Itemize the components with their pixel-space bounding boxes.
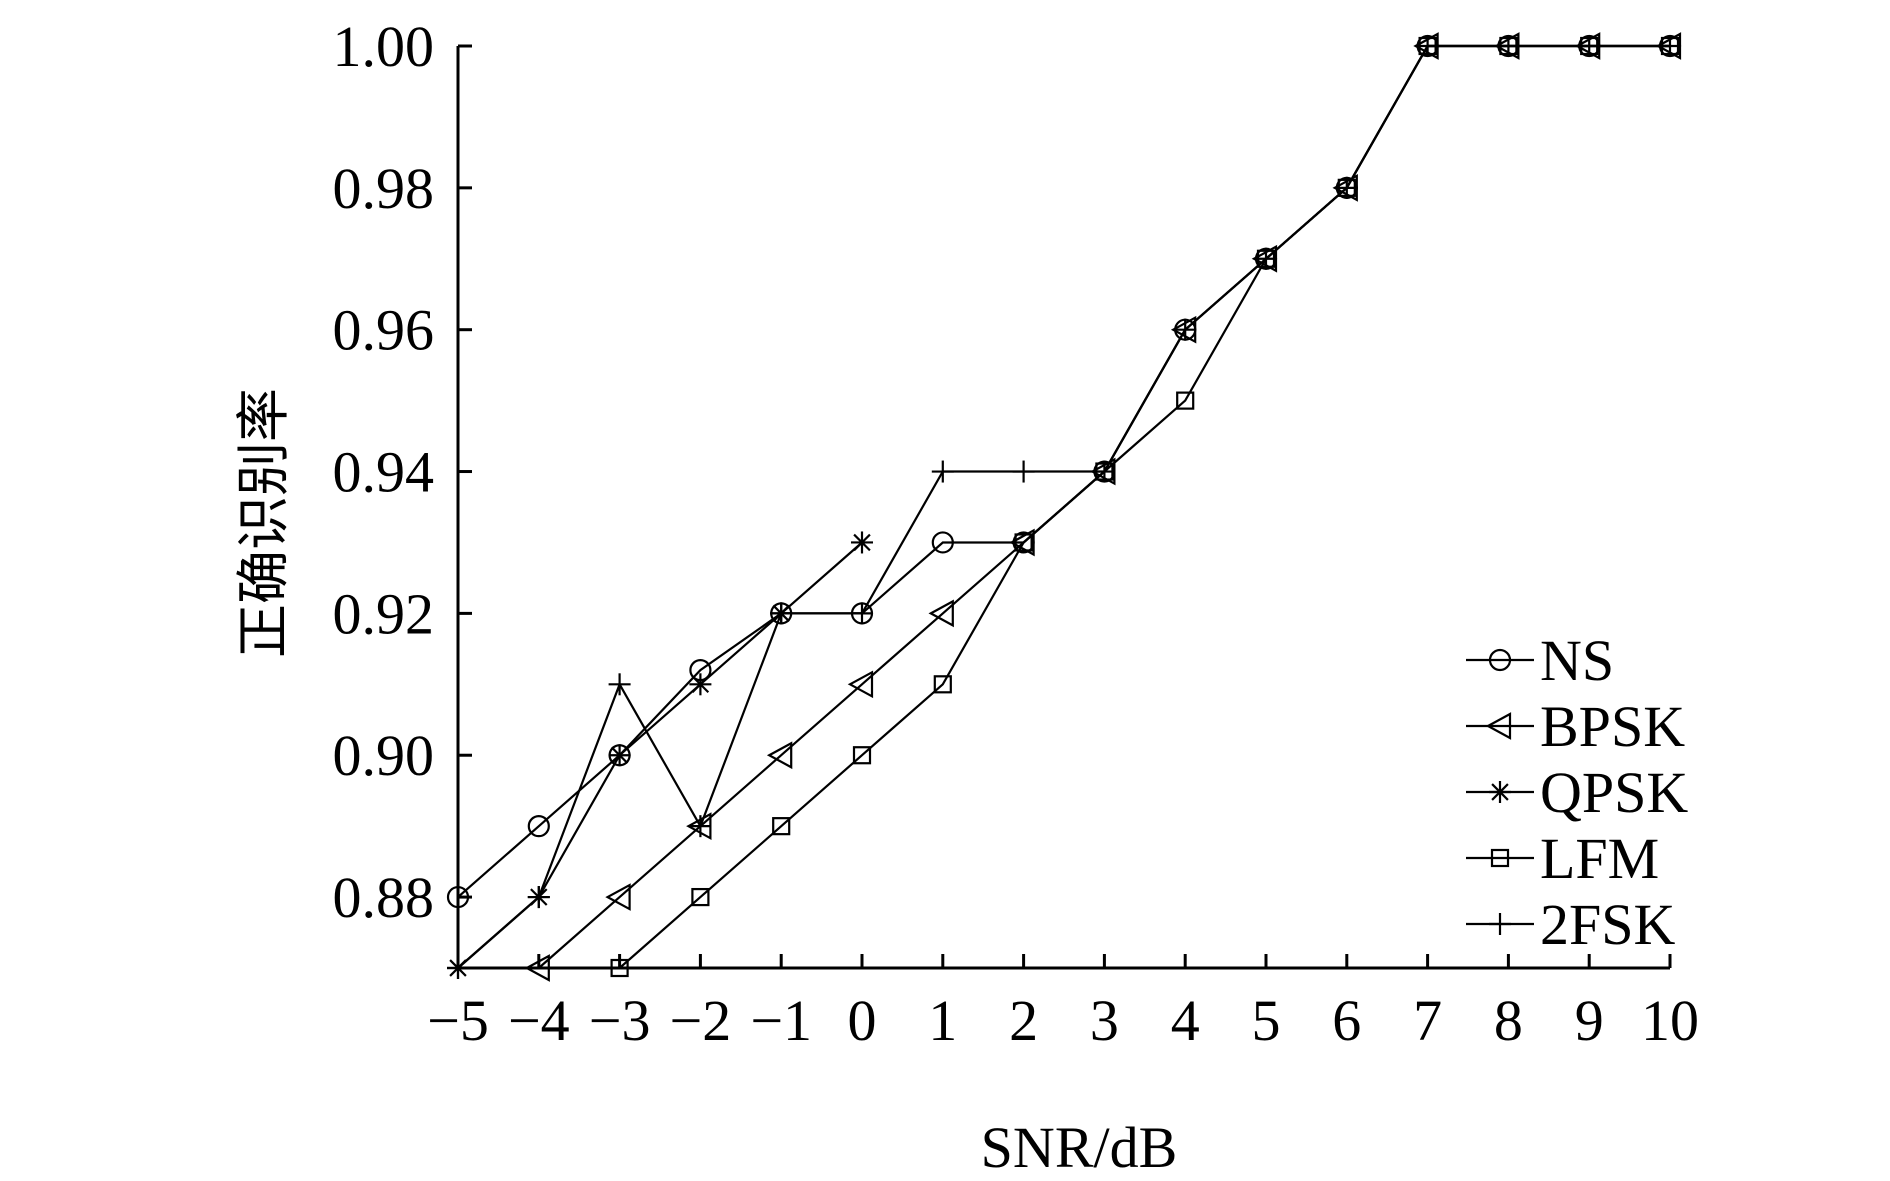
asterisk-stroke (691, 675, 710, 694)
x-tick-label: 3 (1090, 988, 1119, 1053)
x-tick-label: 5 (1252, 988, 1281, 1053)
x-tick-label: −1 (750, 988, 812, 1053)
legend-item-ns: NS (1466, 628, 1614, 693)
x-tick-label: 4 (1171, 988, 1200, 1053)
x-tick-label: −4 (508, 988, 570, 1053)
point-marker-plus (1659, 35, 1681, 57)
series-2fsk (447, 35, 1681, 979)
point-marker-plus (1174, 318, 1197, 341)
legend-item-bpsk: BPSK (1466, 694, 1685, 759)
point-marker-plus (1489, 913, 1511, 935)
y-tick-label: 0.88 (333, 865, 435, 930)
x-tick-label: −5 (427, 988, 489, 1053)
x-tick-label: 9 (1575, 988, 1604, 1053)
x-tick-label: 2 (1009, 988, 1038, 1053)
x-tick-label: 6 (1332, 988, 1361, 1053)
point-marker-plus (1578, 35, 1601, 57)
y-tick-label: 1.00 (333, 14, 435, 79)
point-marker-plus (689, 815, 712, 838)
point-marker-plus (527, 886, 550, 909)
point-marker-square (772, 817, 791, 836)
series-line-bpsk (538, 44, 1670, 969)
point-marker-square (1176, 391, 1195, 410)
point-marker-plus (1497, 35, 1520, 57)
series-line-lfm (618, 44, 1670, 969)
point-marker-square (691, 887, 710, 907)
x-tick-label: 1 (928, 988, 957, 1053)
point-marker-triangle (524, 954, 550, 982)
y-axis-title: 正确识别率 (232, 388, 295, 658)
point-marker-plus (608, 673, 631, 696)
point-marker-triangle (847, 670, 874, 699)
legend-label: BPSK (1540, 694, 1685, 759)
legend-label: 2FSK (1540, 892, 1676, 957)
point-marker-square (852, 746, 872, 765)
point-marker-triangle (928, 599, 954, 628)
point-marker-plus (1416, 35, 1439, 57)
point-marker-plus (770, 602, 793, 625)
point-marker-triangle (1485, 712, 1512, 740)
x-tick-label: 10 (1641, 988, 1699, 1053)
point-marker-asterisk (1489, 781, 1511, 803)
point-marker-square (933, 675, 952, 694)
point-marker-plus (447, 957, 469, 979)
x-tick-label: 8 (1494, 988, 1523, 1053)
series-bpsk (524, 32, 1682, 982)
legend-label: LFM (1540, 826, 1659, 891)
point-marker-plus (1012, 460, 1035, 483)
asterisk-stroke (610, 746, 629, 764)
x-tick-label: −2 (670, 988, 732, 1053)
y-tick-label: 0.90 (333, 723, 435, 788)
point-marker-plus (1093, 460, 1116, 483)
asterisk-stroke (1491, 783, 1509, 801)
point-marker-triangle (605, 883, 631, 911)
point-marker-plus (931, 460, 954, 483)
legend-item-qpsk: QPSK (1466, 760, 1688, 825)
point-marker-circle (931, 531, 954, 554)
point-marker-plus (851, 602, 873, 625)
series-lfm (610, 36, 1680, 978)
y-tick-label: 0.92 (333, 581, 435, 646)
y-tick-label: 0.96 (333, 298, 435, 363)
x-axis-title: SNR/dB (981, 1115, 1178, 1180)
point-marker-circle (1488, 648, 1512, 672)
point-marker-square (1490, 848, 1510, 868)
series-line-2fsk (457, 44, 1670, 969)
legend-label: NS (1540, 628, 1614, 693)
point-marker-asterisk (851, 531, 873, 554)
point-marker-plus (1255, 247, 1277, 270)
point-marker-square (1014, 533, 1033, 552)
x-tick-label: −3 (589, 988, 651, 1053)
axes: 0.880.900.920.940.960.981.00−5 −4 −3 −2 −1 0 1… (333, 14, 1700, 1053)
legend-item-lfm: LFM (1466, 826, 1659, 891)
point-marker-circle (446, 885, 470, 909)
y-tick-label: 0.94 (333, 440, 435, 505)
legend-label: QPSK (1540, 760, 1688, 825)
point-marker-asterisk (689, 673, 712, 696)
point-marker-triangle (766, 741, 793, 770)
x-tick-label: 7 (1413, 988, 1442, 1053)
asterisk-stroke (853, 533, 871, 552)
x-tick-label: 0 (848, 988, 877, 1053)
legend-item-2fsk: 2FSK (1466, 892, 1676, 957)
point-marker-square (610, 958, 629, 978)
y-tick-label: 0.98 (333, 156, 435, 221)
point-marker-asterisk (608, 744, 631, 767)
point-marker-plus (1335, 176, 1358, 199)
point-marker-triangle (1009, 528, 1035, 557)
point-marker-circle (527, 815, 550, 838)
series-layer (446, 32, 1682, 982)
